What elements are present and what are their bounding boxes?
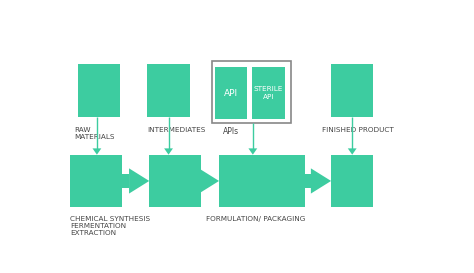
- Bar: [70, 155, 122, 207]
- Text: API: API: [224, 89, 238, 98]
- Polygon shape: [164, 149, 173, 155]
- Bar: [331, 155, 374, 207]
- Bar: [149, 155, 201, 207]
- Text: INTERMEDIATES: INTERMEDIATES: [147, 127, 206, 133]
- Text: CHEMICAL SYNTHESIS
FERMENTATION
EXTRACTION: CHEMICAL SYNTHESIS FERMENTATION EXTRACTI…: [70, 216, 150, 236]
- Polygon shape: [129, 168, 149, 194]
- Text: APIs: APIs: [223, 127, 239, 136]
- Bar: [331, 64, 374, 117]
- Polygon shape: [92, 149, 101, 155]
- Polygon shape: [311, 168, 331, 194]
- Text: FINISHED PRODUCT: FINISHED PRODUCT: [322, 127, 393, 133]
- Bar: [212, 61, 291, 123]
- Bar: [215, 67, 246, 119]
- Text: FORMULATION/ PACKAGING: FORMULATION/ PACKAGING: [206, 216, 306, 222]
- Bar: [305, 174, 311, 188]
- Text: STERILE
API: STERILE API: [254, 87, 283, 100]
- Polygon shape: [199, 168, 219, 194]
- Bar: [252, 67, 285, 119]
- Bar: [219, 155, 305, 207]
- Text: RAW
MATERIALS: RAW MATERIALS: [74, 127, 114, 140]
- Bar: [122, 174, 129, 188]
- Bar: [147, 64, 190, 117]
- Polygon shape: [348, 149, 356, 155]
- Bar: [78, 64, 120, 117]
- Polygon shape: [248, 149, 257, 155]
- Bar: [199, 174, 201, 188]
